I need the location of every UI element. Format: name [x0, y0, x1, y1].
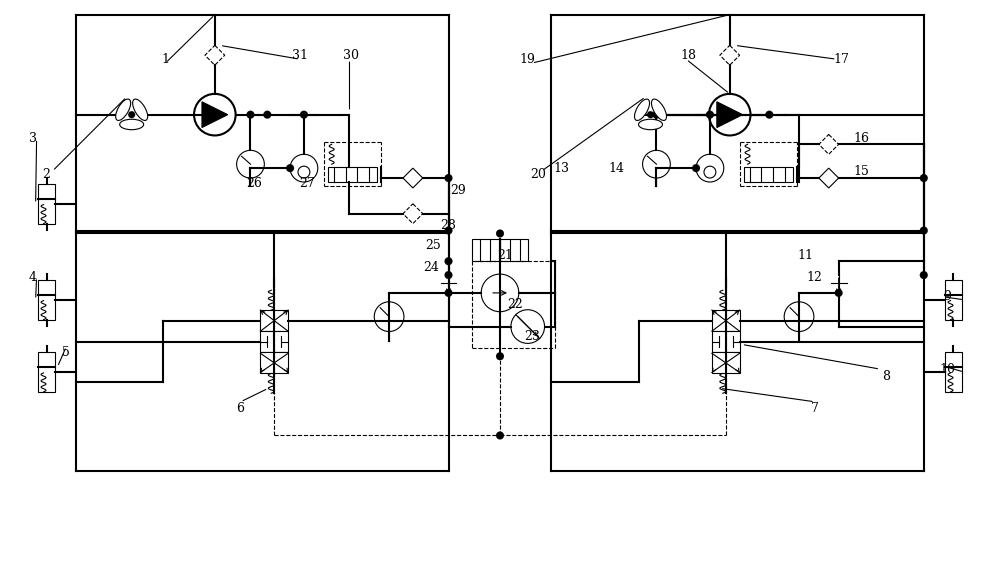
Text: 15: 15	[853, 164, 869, 177]
Circle shape	[445, 257, 452, 265]
Circle shape	[696, 154, 724, 182]
Bar	[328, 167, 377, 182]
Circle shape	[298, 166, 310, 178]
Circle shape	[290, 154, 318, 182]
Text: 20: 20	[530, 168, 546, 181]
Text: 21: 21	[497, 249, 513, 262]
Polygon shape	[202, 102, 228, 128]
Circle shape	[920, 227, 928, 234]
Polygon shape	[205, 45, 225, 65]
Circle shape	[194, 94, 236, 136]
Text: 31: 31	[292, 49, 308, 62]
Polygon shape	[819, 134, 839, 154]
Circle shape	[300, 111, 308, 119]
Circle shape	[706, 111, 714, 119]
Bar	[260, 353, 288, 373]
Text: 29: 29	[451, 184, 466, 197]
Bar	[945, 353, 962, 392]
Circle shape	[920, 271, 928, 279]
Bar	[712, 331, 740, 353]
Circle shape	[445, 227, 452, 234]
Text: 13: 13	[553, 162, 569, 175]
Polygon shape	[717, 102, 743, 128]
Text: 8: 8	[882, 370, 890, 383]
Text: 9: 9	[944, 290, 951, 303]
Circle shape	[128, 111, 135, 118]
Text: 12: 12	[807, 271, 823, 284]
Circle shape	[445, 271, 452, 279]
Circle shape	[765, 111, 773, 119]
Circle shape	[481, 274, 519, 312]
Text: 24: 24	[423, 260, 439, 273]
Circle shape	[835, 289, 843, 297]
Ellipse shape	[120, 119, 144, 130]
Ellipse shape	[133, 99, 148, 120]
Text: 28: 28	[441, 219, 456, 232]
Bar	[260, 310, 288, 331]
Text: 19: 19	[520, 53, 536, 66]
Circle shape	[237, 150, 264, 178]
Text: 11: 11	[797, 249, 813, 262]
Bar	[945, 280, 962, 320]
Text: 2: 2	[43, 168, 50, 181]
Text: 10: 10	[940, 363, 956, 376]
Text: 25: 25	[425, 239, 441, 252]
Circle shape	[511, 310, 545, 344]
Text: 14: 14	[609, 162, 625, 175]
Ellipse shape	[116, 99, 131, 120]
Circle shape	[374, 302, 404, 332]
Text: 23: 23	[524, 330, 540, 343]
Text: 6: 6	[237, 402, 245, 415]
Circle shape	[496, 229, 504, 237]
Polygon shape	[720, 45, 740, 65]
Circle shape	[496, 432, 504, 440]
Text: 17: 17	[834, 53, 850, 66]
Circle shape	[263, 111, 271, 119]
Circle shape	[784, 302, 814, 332]
Polygon shape	[819, 168, 839, 188]
Bar	[38, 280, 55, 320]
Circle shape	[286, 164, 294, 172]
Circle shape	[920, 174, 928, 182]
Bar	[260, 331, 288, 353]
Circle shape	[445, 174, 452, 182]
Bar	[38, 353, 55, 392]
Circle shape	[704, 166, 716, 178]
Text: 16: 16	[853, 132, 869, 145]
Text: 7: 7	[811, 402, 819, 415]
Polygon shape	[403, 168, 423, 188]
Text: 3: 3	[29, 132, 37, 145]
Bar	[472, 240, 528, 261]
Circle shape	[643, 150, 670, 178]
Text: 1: 1	[161, 53, 169, 66]
Bar	[38, 184, 55, 224]
Bar	[744, 167, 793, 182]
Circle shape	[445, 289, 452, 297]
Text: 22: 22	[507, 298, 523, 311]
Ellipse shape	[639, 119, 662, 130]
Text: 18: 18	[680, 49, 696, 62]
Circle shape	[692, 164, 700, 172]
Text: 5: 5	[62, 346, 70, 359]
Ellipse shape	[651, 99, 667, 120]
Circle shape	[496, 353, 504, 360]
Text: 4: 4	[29, 271, 37, 284]
Ellipse shape	[635, 99, 650, 120]
Bar	[712, 353, 740, 373]
Polygon shape	[403, 204, 423, 224]
Circle shape	[709, 94, 751, 136]
Text: 26: 26	[247, 177, 262, 190]
Text: 27: 27	[299, 177, 315, 190]
Bar	[712, 310, 740, 331]
Circle shape	[247, 111, 254, 119]
Circle shape	[647, 111, 654, 118]
Text: 30: 30	[343, 49, 359, 62]
Circle shape	[652, 111, 660, 119]
